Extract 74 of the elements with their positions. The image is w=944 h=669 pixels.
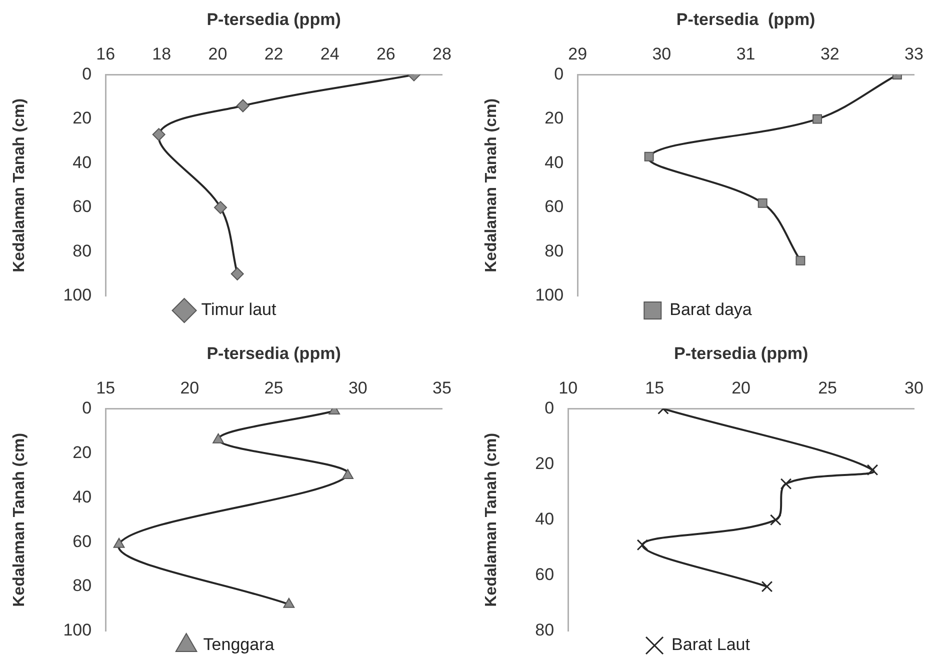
x-tick-label: 24 xyxy=(320,44,340,64)
point xyxy=(761,580,773,592)
y-tick-label: 40 xyxy=(72,487,92,506)
x-tick-label: 26 xyxy=(376,44,396,64)
point xyxy=(230,267,244,280)
x-tick-label: 35 xyxy=(432,378,452,398)
x-tick-label: 29 xyxy=(568,44,588,64)
y-axis-title: Kedalaman Tanah (cm) xyxy=(483,432,500,607)
y-tick-label: 20 xyxy=(72,108,92,128)
x-tick-label: 20 xyxy=(732,378,751,398)
point xyxy=(770,514,782,526)
y-tick-label: 0 xyxy=(82,398,92,418)
x-tick-label: 30 xyxy=(904,378,924,398)
y-tick-label: 60 xyxy=(72,197,92,216)
y-tick-label: 60 xyxy=(535,565,554,584)
point xyxy=(644,152,654,162)
y-tick-label: 100 xyxy=(535,286,564,305)
y-tick-label: 60 xyxy=(72,532,92,551)
y-tick-label: 40 xyxy=(544,152,564,172)
point xyxy=(152,128,166,142)
y-tick-label: 80 xyxy=(72,576,92,596)
point xyxy=(796,256,806,266)
point xyxy=(113,538,125,548)
x-tick-label: 20 xyxy=(208,44,228,64)
y-tick-label: 20 xyxy=(72,442,92,462)
y-axis-title: Kedalaman Tanah (cm) xyxy=(11,98,28,272)
x-tick-label: 31 xyxy=(736,44,756,64)
x-tick-label: 16 xyxy=(96,44,116,64)
y-axis-title: Kedalaman Tanah (cm) xyxy=(483,98,500,272)
point xyxy=(212,433,224,444)
legend-label: Barat Laut xyxy=(672,635,750,654)
y-tick-label: 20 xyxy=(544,108,564,128)
x-axis-title: P-tersedia (ppm) xyxy=(206,10,341,29)
x-tick-label: 33 xyxy=(904,44,924,64)
point xyxy=(214,201,228,214)
y-tick-label: 0 xyxy=(544,398,554,418)
y-tick-label: 60 xyxy=(544,197,564,216)
y-tick-label: 80 xyxy=(544,241,564,260)
x-tick-label: 10 xyxy=(558,378,578,398)
y-tick-label: 40 xyxy=(535,510,554,529)
y-tick-label: 100 xyxy=(63,286,92,305)
point xyxy=(283,598,295,608)
y-tick-label: 80 xyxy=(72,241,92,260)
x-tick-label: 28 xyxy=(432,44,452,64)
point xyxy=(780,478,792,490)
x-tick-label: 30 xyxy=(348,378,368,398)
y-axis-title: Kedalaman Tanah (cm) xyxy=(11,432,28,607)
point xyxy=(758,198,768,208)
x-tick-label: 15 xyxy=(645,378,664,398)
point xyxy=(866,464,878,476)
x-tick-label: 25 xyxy=(818,378,837,398)
x-tick-label: 15 xyxy=(96,378,116,398)
x-axis-title: P-tersedia (ppm) xyxy=(206,344,341,363)
legend-label: Timur laut xyxy=(201,300,276,320)
x-tick-label: 22 xyxy=(264,44,284,64)
x-tick-label: 32 xyxy=(820,44,840,64)
x-tick-label: 18 xyxy=(152,44,172,64)
point xyxy=(342,468,354,479)
legend-label: Barat daya xyxy=(670,300,752,320)
point xyxy=(636,539,648,551)
legend-label: Tenggara xyxy=(203,635,275,654)
y-tick-label: 40 xyxy=(72,152,92,172)
y-tick-label: 0 xyxy=(82,64,92,84)
x-axis-title: P-tersedia (ppm) xyxy=(676,10,816,29)
y-tick-label: 20 xyxy=(535,454,554,474)
x-tick-label: 25 xyxy=(264,378,284,398)
x-tick-label: 20 xyxy=(180,378,200,398)
x-axis-title: P-tersedia (ppm) xyxy=(674,344,808,363)
x-tick-label: 30 xyxy=(652,44,672,64)
point xyxy=(812,114,822,124)
y-tick-label: 0 xyxy=(554,64,564,84)
y-tick-label: 100 xyxy=(63,620,92,640)
y-tick-label: 80 xyxy=(535,620,554,640)
point xyxy=(236,99,250,112)
